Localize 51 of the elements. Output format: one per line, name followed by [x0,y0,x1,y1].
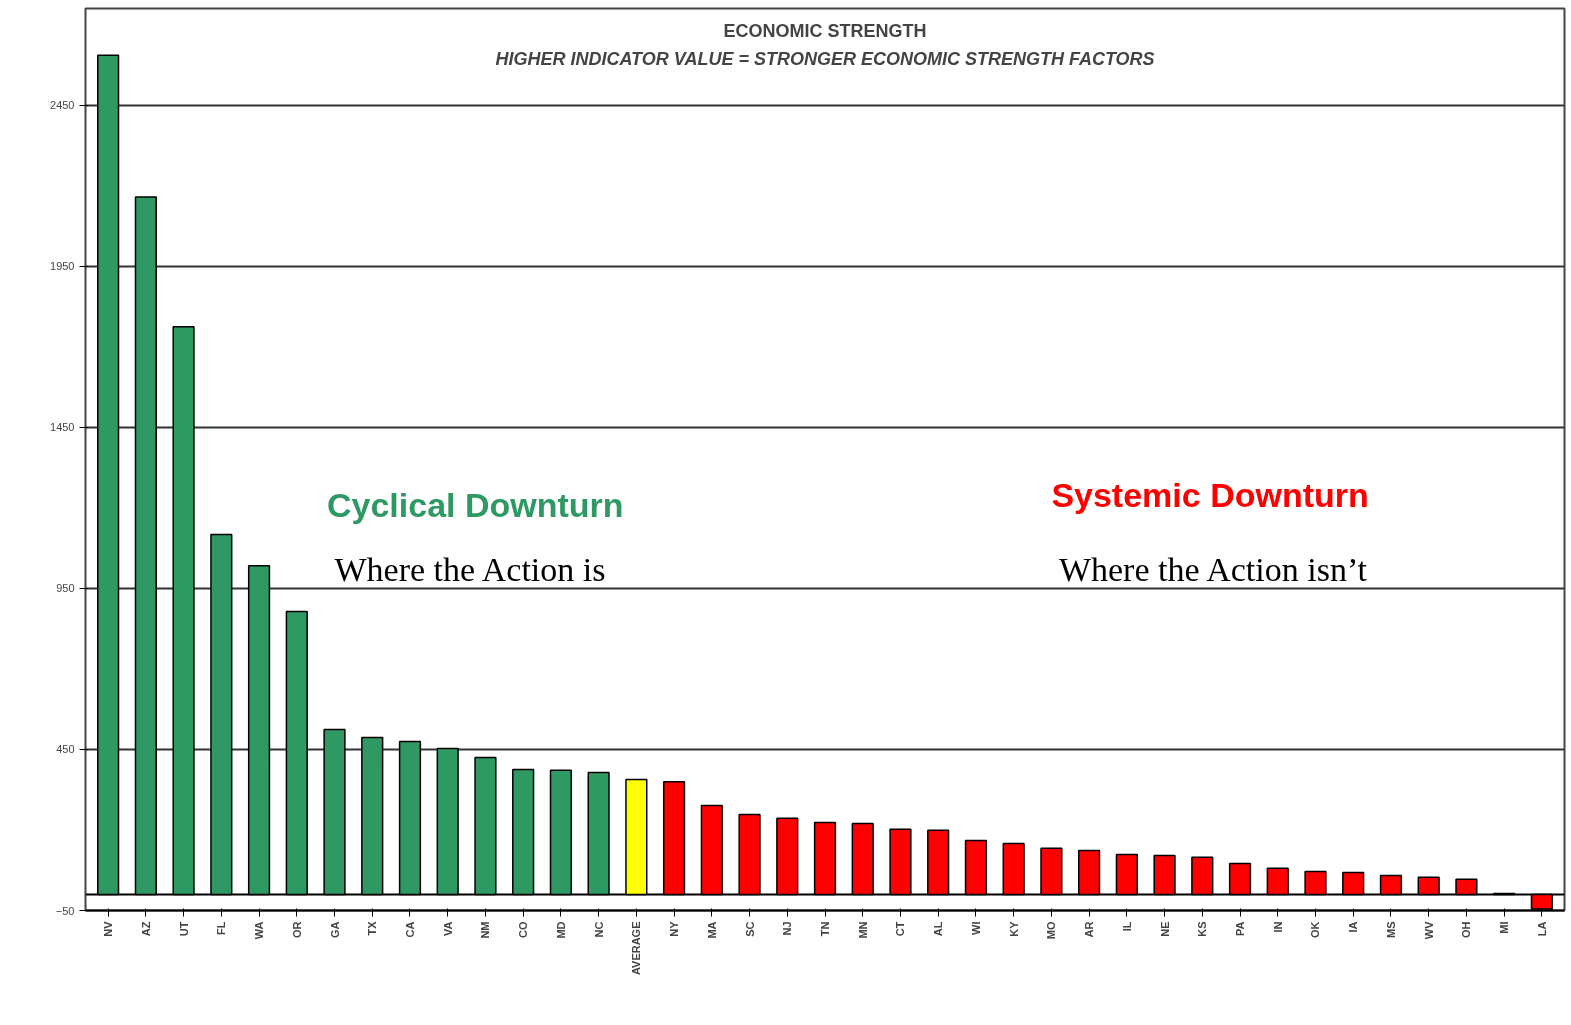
text: HIGHER INDICATOR VALUE = STRONGER ECONOMIC STRENGTH FACTORS [495,48,1155,69]
x-tick-label: NM [479,921,492,939]
x-tick-label: MO [1045,921,1058,940]
x-tick-label: MA [705,921,718,939]
y-tick-label: 1950 [50,260,75,273]
x-tick-label: TX [366,920,379,936]
annotation: Where the Action isn’t [1058,551,1368,589]
x-tick-label: KY [1007,920,1020,937]
x-tick-label: MD [554,921,567,939]
x-tick-label: TN [819,921,831,937]
x-tick-label: WV [1422,920,1435,940]
annotation: Where the Action is [334,551,606,589]
x-tick-label: IN [1271,921,1284,933]
x-tick-label: FL [215,921,228,935]
x-tick-label: CT [894,921,907,937]
x-tick-label: OH [1460,921,1473,938]
x-tick-label: WA [253,921,266,940]
x-tick-label: OK [1309,921,1322,938]
x-tick-label: VA [441,921,454,936]
text: ECONOMIC STRENGTH [723,20,927,41]
x-tick-label: IA [1347,921,1360,933]
x-tick-label: IL [1120,921,1133,932]
annotation: Systemic Downturn [1051,476,1369,515]
x-tick-label: OR [290,921,303,938]
x-tick-label: NV [102,920,115,937]
x-tick-label: SC [743,921,756,937]
x-tick-label: AZ [139,921,152,937]
x-tick-label: MI [1498,921,1511,934]
x-tick-label: NY [668,920,681,937]
x-tick-label: NJ [781,921,794,936]
x-tick-label: GA [328,921,341,938]
x-tick-label: CO [517,921,530,938]
y-tick-label: 2450 [50,99,75,112]
x-tick-label: MN [856,921,869,939]
annotation: Cyclical Downturn [326,485,624,524]
x-tick-label: LA [1535,921,1548,937]
y-tick-label: 1450 [50,421,75,434]
x-tick-label: MS [1384,921,1397,938]
x-tick-label: AL [932,921,945,937]
x-tick-label: PA [1234,921,1247,936]
x-tick-label: CA [403,921,416,938]
x-tick-label: AR [1083,921,1096,938]
y-tick-label: −50 [55,904,75,917]
y-tick-label: 450 [56,743,75,756]
x-tick-label: NC [592,921,605,938]
x-tick-label: WI [969,921,982,935]
y-tick-label: 950 [56,582,75,595]
x-tick-label: UT [177,921,190,937]
x-tick-label: KS [1196,921,1209,937]
x-tick-label: NE [1158,921,1171,937]
x-tick-label: AVERAGE [630,921,643,976]
